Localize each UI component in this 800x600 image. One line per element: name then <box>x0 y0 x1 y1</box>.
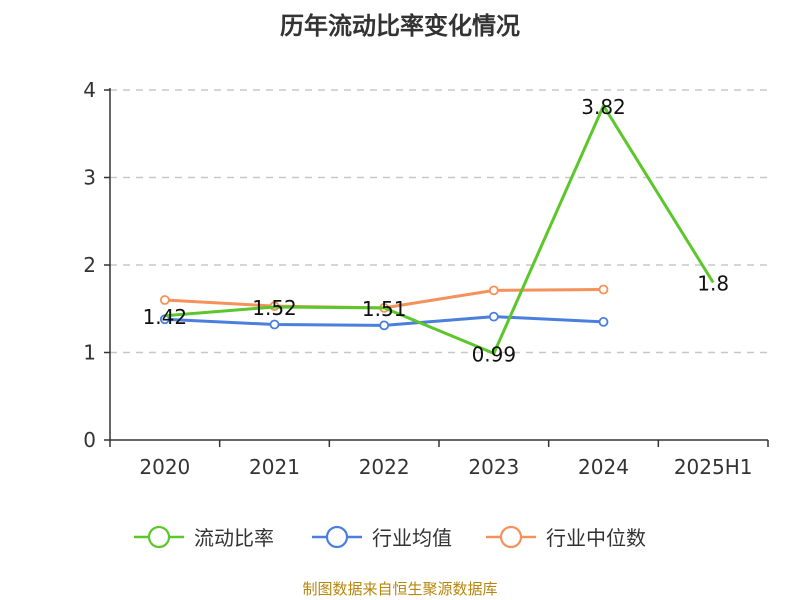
x-tick-label: 2024 <box>578 455 629 479</box>
legend: 流动比率 行业均值 行业中位数 <box>134 525 646 550</box>
data-point <box>159 295 170 305</box>
data-labels: 1.42 1.52 1.51 0.99 3.82 1.8 <box>143 95 730 367</box>
data-point <box>598 284 609 295</box>
series-group <box>159 104 715 355</box>
y-tick-label: 3 <box>83 166 96 190</box>
data-label: 0.99 <box>472 342 517 366</box>
chart-title: 历年流动比率变化情况 <box>280 12 520 40</box>
x-tick-label: 2025H1 <box>674 455 753 479</box>
y-tick-label: 4 <box>83 78 96 102</box>
axes: 0 1 2 3 4 2020 2021 2022 2023 2024 2025H1 <box>83 78 769 479</box>
y-tick-label: 2 <box>83 253 96 277</box>
source-note: 制图数据来自恒生聚源数据库 <box>302 580 498 598</box>
x-tick-label: 2022 <box>359 455 410 479</box>
data-point <box>269 319 280 330</box>
data-point <box>488 285 499 296</box>
data-point <box>488 311 499 322</box>
data-point <box>379 320 390 331</box>
legend-label: 流动比率 <box>194 526 274 550</box>
x-tick-label: 2020 <box>139 455 190 479</box>
data-label: 1.51 <box>362 297 407 321</box>
data-label: 1.8 <box>697 272 729 296</box>
legend-marker <box>147 525 171 549</box>
data-point <box>598 316 609 327</box>
series-line <box>164 104 715 355</box>
data-label: 1.52 <box>252 296 297 320</box>
y-tick-label: 1 <box>83 341 96 365</box>
y-tick-label: 0 <box>83 428 96 452</box>
data-label: 3.82 <box>581 95 626 119</box>
legend-marker <box>499 525 523 549</box>
grid-lines <box>110 89 768 354</box>
legend-label: 行业均值 <box>372 526 452 550</box>
x-tick-label: 2023 <box>468 455 519 479</box>
legend-label: 行业中位数 <box>546 526 646 550</box>
legend-marker <box>325 525 349 549</box>
x-tick-label: 2021 <box>249 455 300 479</box>
data-label: 1.42 <box>143 305 188 329</box>
